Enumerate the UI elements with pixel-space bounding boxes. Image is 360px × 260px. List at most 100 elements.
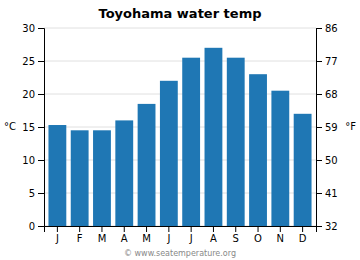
tick-mark (38, 61, 44, 62)
tick: J (189, 226, 193, 244)
tick-label: 5 (29, 188, 35, 199)
tick-mark (79, 226, 80, 232)
tick-label: 10 (22, 155, 35, 166)
tick-label: J (55, 233, 59, 244)
tick: O (254, 226, 262, 244)
tick-label: 15 (22, 122, 35, 133)
tick-label: M (98, 233, 107, 244)
tick-label: N (277, 233, 284, 244)
tick: J (55, 226, 59, 244)
tick: S (233, 226, 239, 244)
tick-label: O (254, 233, 262, 244)
tick-mark (302, 226, 303, 232)
tick-mark (191, 226, 192, 232)
axis-line (45, 227, 317, 233)
tick: N (277, 226, 284, 244)
tick: A (210, 226, 217, 244)
tick-mark (146, 226, 147, 232)
grid (44, 28, 316, 226)
bar (71, 130, 89, 226)
tick-label: 20 (22, 89, 35, 100)
tick-label: J (166, 233, 170, 244)
tick: 5 (29, 188, 44, 199)
tick: M (98, 226, 107, 244)
tick-mark (38, 226, 44, 227)
tick: F (77, 226, 83, 244)
bar (93, 130, 111, 226)
tick: 0 (29, 221, 44, 232)
tick-mark (316, 226, 322, 227)
tick-label: 86 (325, 23, 338, 34)
tick-mark (213, 226, 214, 232)
tick: 10 (22, 155, 44, 166)
tick: 15 (22, 122, 44, 133)
tick: 30 (22, 23, 44, 34)
tick-label: 59 (325, 122, 338, 133)
tick-mark (280, 226, 281, 232)
grid-line (44, 61, 316, 62)
bar (227, 58, 245, 226)
tick-mark (38, 193, 44, 194)
bar (48, 125, 66, 226)
tick-mark (101, 226, 102, 232)
tick: 32 (316, 221, 338, 232)
tick-label: S (233, 233, 239, 244)
tick-mark (316, 28, 322, 29)
tick-mark (316, 94, 322, 95)
tick: 86 (316, 23, 338, 34)
tick-label: 25 (22, 56, 35, 67)
tick-label: A (121, 233, 128, 244)
bar (205, 48, 223, 226)
tick: D (299, 226, 307, 244)
tick-label: J (189, 233, 193, 244)
bars (48, 48, 311, 226)
tick-label: A (210, 233, 217, 244)
bar (249, 74, 267, 226)
tick-mark (258, 226, 259, 232)
tick-mark (316, 193, 322, 194)
tick: 68 (316, 89, 338, 100)
tick: 50 (316, 155, 338, 166)
tick: 77 (316, 56, 338, 67)
tick-mark (38, 160, 44, 161)
tick-label: 77 (325, 56, 338, 67)
tick-label: 41 (325, 188, 338, 199)
tick-label: 50 (325, 155, 338, 166)
axis-line (38, 29, 45, 227)
y-axis: 0 5 10 15 20 25 30 (22, 23, 44, 232)
tick-mark (316, 61, 322, 62)
bar (160, 81, 178, 226)
chart: J F M A M J J A S O N D 0 5 10 15 20 25 30 32 41 50 59 68 77 86 °C… (0, 0, 360, 260)
bar (115, 120, 133, 226)
bar (138, 104, 156, 226)
tick-mark (38, 28, 44, 29)
tick-label: D (299, 233, 307, 244)
tick: 59 (316, 122, 338, 133)
y2-axis: 32 41 50 59 68 77 86 (316, 23, 338, 232)
tick-mark (57, 226, 58, 232)
bar (182, 58, 200, 226)
tick-label: 30 (22, 23, 35, 34)
tick-label: F (77, 233, 83, 244)
tick-label: M (142, 233, 151, 244)
tick-mark (168, 226, 169, 232)
tick: 41 (316, 188, 338, 199)
tick: A (121, 226, 128, 244)
tick: J (166, 226, 170, 244)
tick-mark (124, 226, 125, 232)
axis-line (317, 29, 323, 227)
y-axis-label: °C (4, 121, 16, 132)
tick-mark (38, 94, 44, 95)
tick-label: 68 (325, 89, 338, 100)
bar (271, 91, 289, 226)
tick-mark (316, 160, 322, 161)
title: Toyohama water temp (99, 6, 262, 21)
tick-label: 32 (325, 221, 338, 232)
tick-mark (316, 127, 322, 128)
tick-mark (38, 127, 44, 128)
x-axis: JFMAMJJASOND (45, 226, 317, 244)
grid-line (44, 28, 316, 29)
tick: 20 (22, 89, 44, 100)
tick-mark (235, 226, 236, 232)
tick: 25 (22, 56, 44, 67)
